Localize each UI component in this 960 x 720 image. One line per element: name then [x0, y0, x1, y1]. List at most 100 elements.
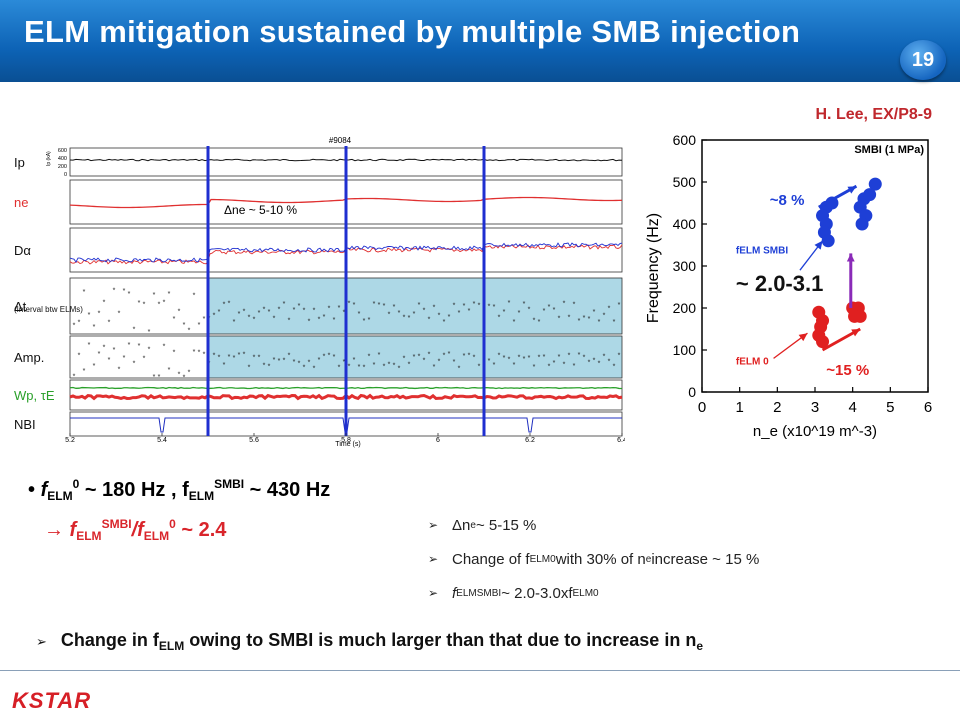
elm-marker: * [393, 363, 396, 370]
elm-marker: * [103, 299, 106, 306]
elm-marker: * [303, 364, 306, 371]
elm-marker: * [113, 288, 116, 295]
elm-marker: * [163, 299, 166, 306]
elm-marker: * [298, 360, 301, 367]
elm-marker: * [163, 344, 166, 351]
elm-marker: * [258, 310, 261, 317]
elm-marker: * [593, 309, 596, 316]
elm-marker: * [273, 357, 276, 364]
x-tick-label: 3 [811, 399, 819, 416]
bullet-line-1: • fELM0 ~ 180 Hz , fELMSMBI ~ 430 Hz [28, 477, 331, 503]
kstar-logo: KSTAR [12, 688, 92, 713]
elm-marker: * [498, 315, 501, 322]
pct-bottom-label: ~15 % [826, 362, 869, 379]
elm-marker: * [518, 310, 521, 317]
elm-marker: * [158, 374, 161, 381]
title-banner: ELM mitigation sustained by multiple SMB… [0, 0, 960, 82]
elm-marker: * [388, 312, 391, 319]
elm-marker: * [308, 319, 311, 326]
elm-marker: * [283, 301, 286, 308]
elm-marker: * [168, 367, 171, 374]
ip-tick-label: 600 [58, 148, 67, 154]
elm-marker: * [293, 307, 296, 314]
elm-marker: * [403, 315, 406, 322]
timetrace-x-axis: 5.2 5.4 5.6 5.8 6 6.2 6.4 [65, 433, 625, 444]
elm-marker: * [223, 362, 226, 369]
elm-marker: * [168, 291, 171, 298]
elm-marker: * [193, 293, 196, 300]
x-tick-label: 6.2 [525, 437, 535, 444]
elm-marker: * [268, 309, 271, 316]
elm-marker: * [98, 351, 101, 358]
elm-marker: * [523, 356, 526, 363]
fELM-zero-label: fELM 0 [736, 357, 769, 368]
elm-marker: * [313, 365, 316, 372]
elm-marker: * [478, 303, 481, 310]
elm-marker: * [373, 301, 376, 308]
elm-marker: * [328, 306, 331, 313]
elm-marker: * [183, 322, 186, 329]
chart-xlabel: n_e (x10^19 m^-3) [753, 423, 877, 440]
elm-marker: * [603, 353, 606, 360]
elm-marker: * [538, 354, 541, 361]
elm-marker: * [593, 358, 596, 365]
data-point [868, 177, 882, 191]
ip-unit-label: Ip (kA) [46, 151, 52, 166]
elm-marker: * [508, 300, 511, 307]
elm-marker: * [493, 304, 496, 311]
elm-marker: * [148, 329, 151, 336]
timetrace-x-label: Time (s) [335, 441, 360, 448]
elm-marker: * [203, 352, 206, 359]
data-point [816, 335, 830, 349]
ip-tick-label: 0 [64, 172, 67, 178]
timetrace-figure: #9084 Ip ne Dα Δt Amp. Wp, τE NBI (Interval btw… [10, 130, 625, 450]
elm-marker: * [433, 304, 436, 311]
elm-marker: * [493, 362, 496, 369]
elm-marker: * [583, 354, 586, 361]
scatter-axes: 0 1 2 3 4 5 6 0 100 200 300 400 500 600 n_e (x10^19 m^… [673, 132, 933, 440]
elm-marker: * [558, 316, 561, 323]
elm-marker: * [178, 372, 181, 379]
elm-marker: * [363, 365, 366, 372]
elm-marker: * [343, 359, 346, 366]
x-tick-label: 6 [436, 437, 440, 444]
elm-marker: * [293, 359, 296, 366]
elm-marker: * [548, 364, 551, 371]
ratio-label: ~ 2.0-3.1 [736, 271, 823, 296]
elm-marker: * [468, 352, 471, 359]
elm-marker: * [403, 356, 406, 363]
elm-marker: * [368, 354, 371, 361]
elm-marker: * [303, 307, 306, 314]
elm-marker: * [408, 362, 411, 369]
elm-marker: * [148, 347, 151, 354]
elm-marker: * [538, 319, 541, 326]
elm-marker: * [138, 300, 141, 307]
fELM-smbi-label: fELM SMBI [736, 245, 788, 256]
ne-annotation: Δne ~ 5-10 % [224, 203, 297, 217]
elm-marker: * [533, 364, 536, 371]
elm-marker: * [558, 354, 561, 361]
elm-marker: * [73, 322, 76, 329]
elm-marker: * [188, 327, 191, 334]
trace-panel-label: Δt [14, 299, 27, 314]
elm-marker: * [443, 352, 446, 359]
annotation-arrowhead [851, 329, 861, 337]
elm-marker: * [248, 314, 251, 321]
elm-marker: * [563, 300, 566, 307]
elm-marker: * [553, 307, 556, 314]
elm-marker: * [423, 307, 426, 314]
elm-marker: * [573, 301, 576, 308]
x-tick-label: 6.4 [617, 437, 625, 444]
elm-marker: * [153, 292, 156, 299]
elm-marker: * [268, 363, 271, 370]
elm-marker: * [103, 345, 106, 352]
elm-marker: * [383, 303, 386, 310]
elm-marker: * [463, 303, 466, 310]
elm-marker: * [563, 362, 566, 369]
elm-marker: * [318, 357, 321, 364]
elm-marker: * [193, 349, 196, 356]
elm-marker: * [438, 359, 441, 366]
data-point [863, 188, 877, 202]
elm-marker: * [278, 307, 281, 314]
elm-marker: * [133, 361, 136, 368]
